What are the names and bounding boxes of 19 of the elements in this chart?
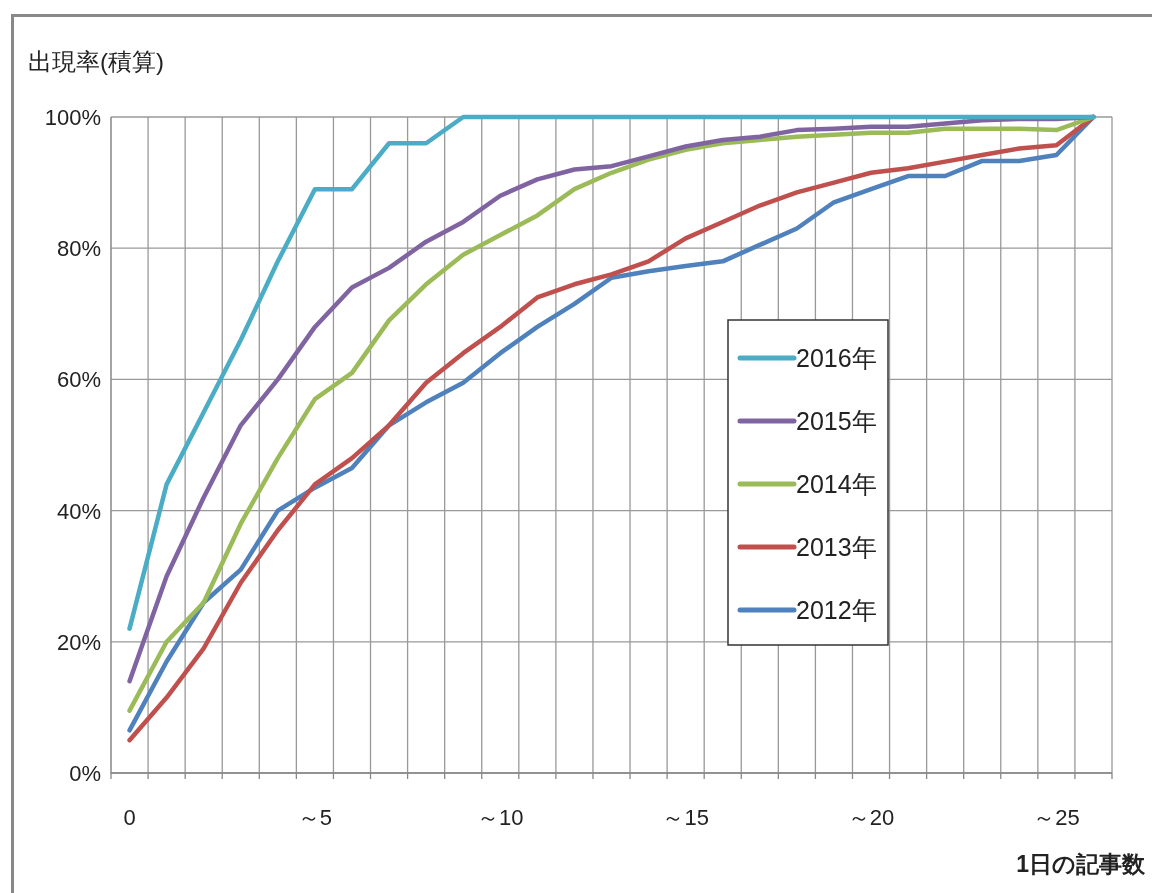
x-tick-label: 0 xyxy=(123,805,136,830)
legend-label: 2015年 xyxy=(796,407,877,435)
y-axis-title: 出現率(積算) xyxy=(28,48,164,75)
y-tick-label: 20% xyxy=(56,629,101,655)
legend-label: 2013年 xyxy=(796,533,877,561)
legend-label: 2014年 xyxy=(796,470,877,498)
y-tick-label: 40% xyxy=(56,498,101,524)
y-tick-label: 100% xyxy=(44,105,101,130)
legend-label: 2012年 xyxy=(796,596,877,624)
x-tick-label: ～25 xyxy=(1033,805,1080,830)
y-tick-label: 0% xyxy=(69,761,101,786)
x-axis-title: 1日の記事数 xyxy=(1016,851,1146,877)
x-tick-label: ～10 xyxy=(477,805,524,830)
legend-label: 2016年 xyxy=(796,344,877,372)
x-tick-label: ～20 xyxy=(847,805,895,830)
y-tick-label: 60% xyxy=(56,367,101,393)
y-tick-label: 80% xyxy=(56,236,101,262)
x-tick-label: ～5 xyxy=(297,805,333,830)
x-tick-label: ～15 xyxy=(662,805,709,830)
